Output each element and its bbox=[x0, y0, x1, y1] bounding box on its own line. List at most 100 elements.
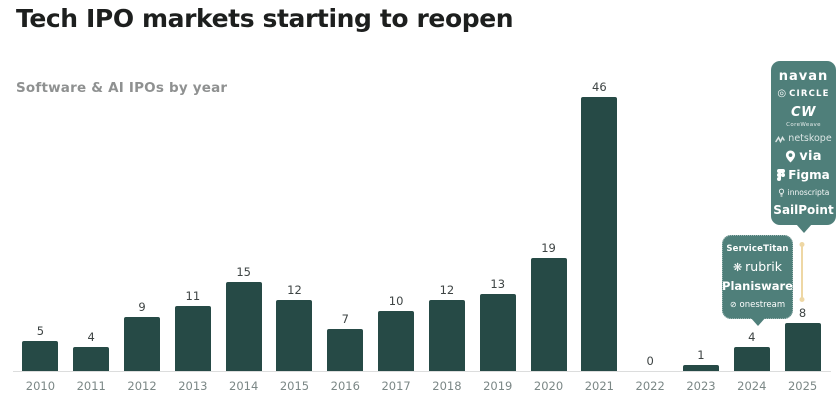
rubrik-pinwheel-icon: ❋ bbox=[732, 260, 743, 274]
onestream-logo: ⊘ onestream bbox=[729, 299, 786, 310]
bar-column-2023: 1 2023 bbox=[676, 29, 727, 393]
x-axis-label: 2012 bbox=[127, 379, 157, 393]
bar-value-label: 11 bbox=[185, 289, 201, 303]
planisware-logo: Planisware bbox=[722, 281, 793, 293]
bar-column-2015: 12 2015 bbox=[269, 29, 320, 393]
bar-value-label: 19 bbox=[541, 241, 556, 255]
x-axis-label: 2015 bbox=[279, 379, 310, 393]
coreweave-cw-mark: CW bbox=[791, 104, 816, 120]
bar-column-2022: 0 2022 bbox=[625, 29, 676, 393]
bar-value-label: 0 bbox=[646, 354, 654, 368]
navan-wordmark: navan bbox=[778, 69, 829, 85]
chart-subtitle: Software & AI IPOs by year bbox=[16, 80, 228, 96]
via-pin-icon bbox=[786, 150, 796, 163]
bar-column-2017: 10 2017 bbox=[371, 29, 422, 393]
bar-value-label: 8 bbox=[798, 306, 807, 320]
rubrik-wordmark: rubrik bbox=[745, 259, 783, 275]
bar-column-2019: 13 2019 bbox=[472, 29, 523, 393]
bar-value-label: 13 bbox=[490, 277, 506, 291]
bar-value-label: 7 bbox=[341, 312, 349, 326]
circle-swirl-icon: ◎ bbox=[777, 88, 787, 100]
onestream-wordmark: onestream bbox=[739, 299, 786, 310]
bar-2023 bbox=[682, 365, 719, 371]
bar-2024 bbox=[733, 347, 770, 371]
bar-2019 bbox=[479, 294, 516, 371]
servicetitan-logo: ServiceTitan bbox=[726, 245, 788, 254]
onestream-circle-icon: ⊘ bbox=[729, 299, 737, 309]
x-axis-label: 2010 bbox=[25, 379, 56, 393]
bar-column-2018: 12 2018 bbox=[422, 29, 473, 393]
bar-value-label: 12 bbox=[439, 283, 455, 297]
netskope-wordmark: netskope bbox=[788, 133, 832, 145]
via-logo: via bbox=[785, 150, 822, 163]
x-axis-label: 2016 bbox=[330, 379, 360, 393]
bar-value-label: 10 bbox=[388, 294, 404, 308]
bar-2021 bbox=[581, 97, 618, 371]
figma-wordmark: Figma bbox=[788, 168, 830, 183]
x-axis-label: 2014 bbox=[229, 379, 259, 393]
callout-2025-ipos: navan ◎ CIRCLE CW CoreWeave netskope via… bbox=[771, 61, 836, 225]
sailpoint-logo: SailPoint bbox=[773, 204, 833, 216]
bar-value-label: 46 bbox=[592, 80, 607, 94]
innoscripta-wordmark: innoscripta bbox=[787, 187, 830, 197]
netskope-wave-icon bbox=[775, 135, 786, 143]
figma-mark-icon bbox=[777, 169, 786, 182]
bar-2013 bbox=[174, 306, 211, 371]
bar-column-2010: 5 2010 bbox=[15, 29, 66, 393]
x-axis-label: 2021 bbox=[584, 379, 614, 393]
circle-wordmark: CIRCLE bbox=[789, 89, 830, 100]
coreweave-logo: CW CoreWeave bbox=[786, 106, 821, 129]
planisware-wordmark: Planisware bbox=[722, 279, 793, 294]
bar-value-label: 15 bbox=[236, 265, 251, 279]
bar-2015 bbox=[276, 300, 313, 371]
sailpoint-wordmark: SailPoint bbox=[773, 202, 834, 217]
x-axis-label: 2011 bbox=[76, 379, 106, 393]
bar-value-label: 4 bbox=[87, 330, 95, 344]
bar-2025 bbox=[784, 323, 821, 371]
bar-column-2021: 46 2021 bbox=[574, 29, 625, 393]
x-axis-label: 2019 bbox=[483, 379, 513, 393]
bar-chart: 5 2010 4 2011 9 2012 11 2013 15 2014 12 2015 7 2016 10… bbox=[15, 29, 828, 393]
bar-value-label: 12 bbox=[287, 283, 302, 297]
bar-column-2024: 4 2024 bbox=[726, 29, 777, 393]
bar-2017 bbox=[378, 311, 415, 371]
bar-2010 bbox=[22, 341, 59, 371]
navan-logo: navan bbox=[779, 70, 829, 83]
x-axis-label: 2013 bbox=[178, 379, 208, 393]
bar-2020 bbox=[530, 258, 567, 371]
bar-2014 bbox=[225, 282, 262, 371]
x-axis-line bbox=[13, 371, 831, 372]
bar-2011 bbox=[73, 347, 110, 371]
bar-column-2013: 11 2013 bbox=[167, 29, 218, 393]
callout-2024-ipos: ServiceTitan ❋ rubrik Planisware ⊘ onest… bbox=[722, 235, 793, 319]
circle-logo: ◎ CIRCLE bbox=[777, 89, 829, 99]
bar-value-label: 9 bbox=[138, 300, 146, 314]
via-wordmark: via bbox=[799, 149, 822, 165]
rubrik-logo: ❋ rubrik bbox=[733, 261, 782, 274]
x-axis-label: 2018 bbox=[432, 379, 462, 393]
x-axis-label: 2017 bbox=[381, 379, 411, 393]
x-axis-label: 2023 bbox=[686, 379, 716, 393]
netskope-logo: netskope bbox=[775, 133, 832, 145]
bar-2012 bbox=[124, 317, 161, 371]
innoscripta-bulb-icon bbox=[778, 188, 784, 197]
bar-column-2025: 8 2025 bbox=[777, 29, 828, 393]
bar-2016 bbox=[327, 329, 364, 371]
coreweave-wordmark: CoreWeave bbox=[786, 121, 821, 128]
x-axis-label: 2020 bbox=[533, 379, 564, 393]
bar-value-label: 1 bbox=[697, 348, 705, 362]
figma-logo: Figma bbox=[777, 168, 830, 183]
callout-connector-line bbox=[801, 244, 803, 300]
page-title: Tech IPO markets starting to reopen bbox=[16, 4, 514, 33]
bar-2018 bbox=[428, 300, 465, 371]
innoscripta-logo: innoscripta bbox=[778, 187, 830, 198]
servicetitan-wordmark: ServiceTitan bbox=[726, 243, 789, 254]
x-axis-label: 2025 bbox=[787, 379, 818, 393]
bar-column-2020: 19 2020 bbox=[523, 29, 574, 393]
bar-column-2012: 9 2012 bbox=[117, 29, 168, 393]
bar-value-label: 5 bbox=[36, 324, 45, 338]
x-axis-label: 2022 bbox=[635, 379, 665, 393]
bar-value-label: 4 bbox=[748, 330, 756, 344]
bar-column-2014: 15 2014 bbox=[218, 29, 269, 393]
bar-column-2011: 4 2011 bbox=[66, 29, 117, 393]
